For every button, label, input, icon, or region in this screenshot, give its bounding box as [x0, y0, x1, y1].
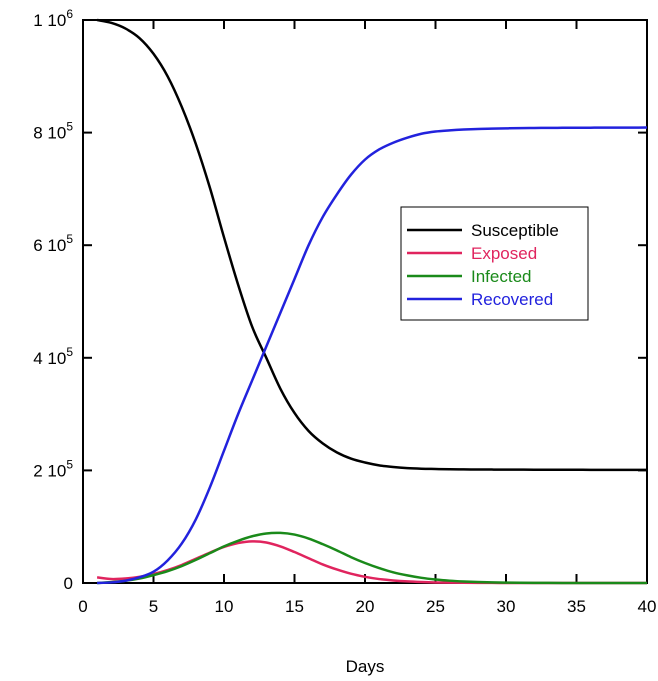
x-tick-label: 40 [638, 597, 657, 616]
y-tick-mantissa: 4 10 [33, 349, 66, 368]
x-tick-label: 25 [426, 597, 445, 616]
x-tick-label: 5 [149, 597, 158, 616]
legend-label-exposed: Exposed [471, 244, 537, 263]
y-tick-exponent: 6 [66, 7, 73, 21]
y-tick-label: 1 106 [33, 7, 73, 30]
series-line-infected [97, 531, 648, 585]
x-tick-label: 15 [285, 597, 304, 616]
series-line-susceptible [96, 18, 647, 472]
y-tick-exponent: 5 [66, 457, 73, 471]
y-tick-mantissa: 2 10 [33, 461, 66, 480]
x-tick-label: 35 [567, 597, 586, 616]
y-tick-label: 6 105 [33, 232, 73, 255]
y-tick-exponent: 5 [66, 232, 73, 246]
x-axis-title: Days [346, 657, 385, 676]
x-tick-label: 10 [215, 597, 234, 616]
series-line-recovered [97, 126, 648, 585]
legend-label-infected: Infected [471, 267, 532, 286]
legend-label-recovered: Recovered [471, 290, 553, 309]
y-tick-label: 4 105 [33, 345, 73, 368]
x-tick-label: 0 [78, 597, 87, 616]
y-tick-mantissa: 0 [64, 574, 73, 593]
x-tick-label: 20 [356, 597, 375, 616]
legend: Susceptible Exposed Infected Recovered [400, 206, 589, 321]
x-tick-label: 30 [497, 597, 516, 616]
y-tick-mantissa: 6 10 [33, 236, 66, 255]
legend-label-susceptible: Susceptible [471, 221, 559, 240]
y-tick-label: 8 105 [33, 120, 73, 143]
y-tick-label: 2 105 [33, 457, 73, 480]
series-lines [96, 18, 648, 585]
legend-box [400, 206, 589, 321]
y-tick-mantissa: 1 10 [33, 11, 66, 30]
y-tick-label: 0 [64, 574, 73, 593]
y-tick-exponent: 5 [66, 120, 73, 134]
y-tick-exponent: 5 [66, 345, 73, 359]
y-tick-mantissa: 8 10 [33, 124, 66, 143]
